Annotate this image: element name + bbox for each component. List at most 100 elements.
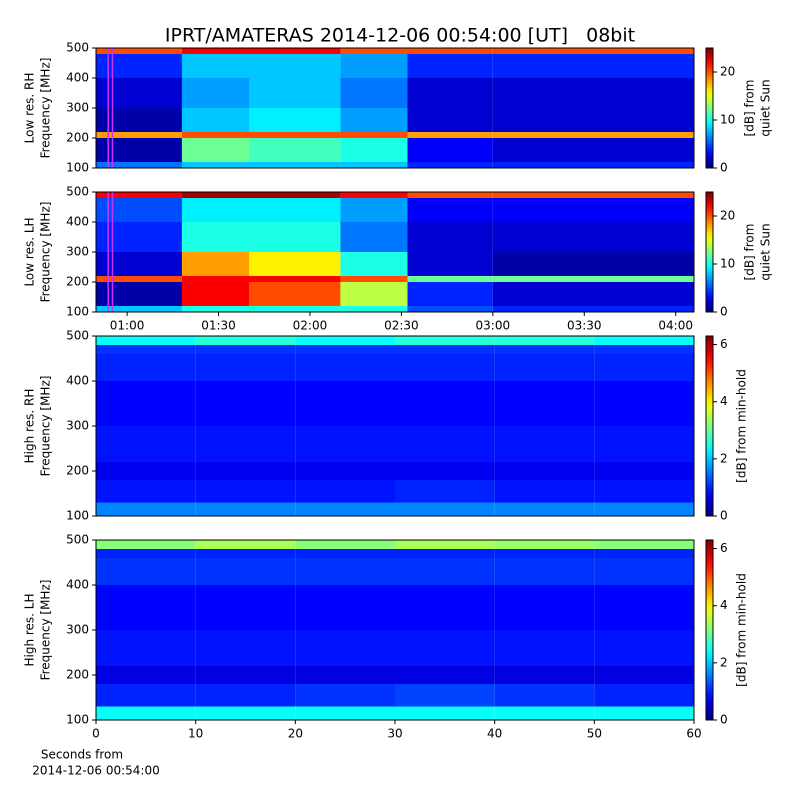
heatmap-cell	[407, 108, 493, 132]
y-tick-label: 400	[66, 374, 89, 388]
y-tick-label: 500	[66, 329, 89, 343]
heatmap-cell	[494, 630, 595, 666]
heatmap-cell	[492, 132, 694, 138]
heatmap-cell	[249, 192, 341, 198]
heatmap-cell	[96, 108, 182, 132]
heatmap-cell	[195, 354, 296, 381]
heatmap-cell	[492, 276, 694, 282]
heatmap-cell	[594, 480, 694, 503]
heatmap-cell	[96, 585, 196, 630]
heatmap-cell	[494, 345, 595, 354]
x-tick-label: 03:00	[476, 319, 511, 333]
colorbar-tick-label: 2	[720, 655, 728, 669]
heatmap-cell	[195, 462, 296, 480]
colorbar-tick-label: 10	[720, 113, 735, 127]
heatmap-cell	[249, 162, 341, 168]
heatmap-cell	[594, 354, 694, 381]
colorbar-label: [dB] from min-hold	[735, 369, 749, 483]
x-tick-label: 01:30	[201, 319, 236, 333]
colorbar	[705, 191, 714, 313]
heatmap-cell	[492, 222, 694, 252]
heatmap-cell	[594, 502, 694, 516]
heatmap-cell	[181, 282, 250, 306]
heatmap-cell	[594, 462, 694, 480]
heatmap-cell	[96, 354, 196, 381]
heatmap-cell	[295, 630, 395, 666]
heatmap-cell	[395, 480, 495, 503]
y-tick-label: 300	[66, 419, 89, 433]
heatmap-cell	[295, 585, 395, 630]
heatmap-cell	[407, 48, 493, 54]
heatmap-cell	[96, 162, 182, 168]
heatmap-cell	[494, 462, 595, 480]
colorbar-tick-label: 0	[720, 713, 728, 727]
heatmap-cell	[295, 480, 395, 503]
colorbar-tick-label: 0	[720, 509, 728, 523]
heatmap-cell	[494, 426, 595, 462]
heatmap-cell	[494, 558, 595, 585]
x-tick-label: 02:30	[384, 319, 419, 333]
heatmap-cell	[295, 502, 395, 516]
x-tick-label: 20	[288, 727, 303, 741]
heatmap-cell	[494, 706, 595, 720]
heatmap-cell	[295, 354, 395, 381]
heatmap-cell	[340, 132, 408, 138]
heatmap-cell	[494, 354, 595, 381]
x-tick-label: 03:30	[567, 319, 602, 333]
heatmap-cell	[181, 252, 250, 276]
heatmap-cell	[96, 132, 182, 138]
heatmap-cell	[96, 78, 182, 108]
heatmap-cell	[340, 138, 408, 162]
heatmap-cell	[96, 192, 182, 198]
heatmap-cell	[96, 345, 196, 354]
colorbar-tick-label: 20	[720, 65, 735, 79]
heatmap-cell	[492, 48, 694, 54]
y-tick-label: 200	[66, 464, 89, 478]
colorbar-tick-label: 6	[720, 541, 728, 555]
x-axis-label: Seconds from	[41, 748, 123, 762]
y-tick-label: 400	[66, 578, 89, 592]
y-tick-label: 500	[66, 41, 89, 55]
heatmap-cell	[492, 192, 694, 198]
heatmap-cell	[249, 282, 341, 306]
y-tick-label: 500	[66, 185, 89, 199]
heatmap-cell	[96, 630, 196, 666]
heatmap-cell	[96, 222, 182, 252]
heatmap-cell	[181, 48, 250, 54]
heatmap-cell	[340, 54, 408, 78]
heatmap-cell	[249, 138, 341, 162]
y-axis-label: High res. LH	[23, 593, 37, 666]
heatmap-cell	[295, 549, 395, 558]
y-axis-label: Low res. LH	[23, 217, 37, 286]
heatmap-cell	[96, 54, 182, 78]
heatmap-cell	[594, 684, 694, 707]
heatmap-cell	[195, 381, 296, 426]
y-tick-label: 400	[66, 71, 89, 85]
heatmap-cell	[96, 684, 196, 707]
heatmap-cell	[249, 78, 341, 108]
colorbar-label: [dB] from min-hold	[735, 573, 749, 687]
heatmap-cell	[195, 426, 296, 462]
heatmap-cell	[249, 48, 341, 54]
heatmap-cell	[395, 426, 495, 462]
heatmap-cell	[96, 426, 196, 462]
heatmap-cell	[96, 666, 196, 684]
heatmap-cell	[181, 108, 250, 132]
heatmap-cell	[395, 666, 495, 684]
heatmap-cell	[340, 192, 408, 198]
x-tick-label: 0	[92, 727, 100, 741]
y-tick-label: 100	[66, 713, 89, 727]
heatmap-cell	[492, 252, 694, 276]
heatmap-cell	[295, 558, 395, 585]
heatmap-cell	[96, 706, 196, 720]
heatmap-cell	[195, 666, 296, 684]
colorbar	[705, 335, 714, 517]
heatmap-cell	[195, 585, 296, 630]
heatmap-cell	[249, 108, 341, 132]
heatmap-cell	[594, 706, 694, 720]
heatmap-cell	[407, 282, 493, 306]
x-tick-label: 60	[686, 727, 701, 741]
colorbar-tick-label: 0	[720, 305, 728, 319]
heatmap-cell	[407, 78, 493, 108]
